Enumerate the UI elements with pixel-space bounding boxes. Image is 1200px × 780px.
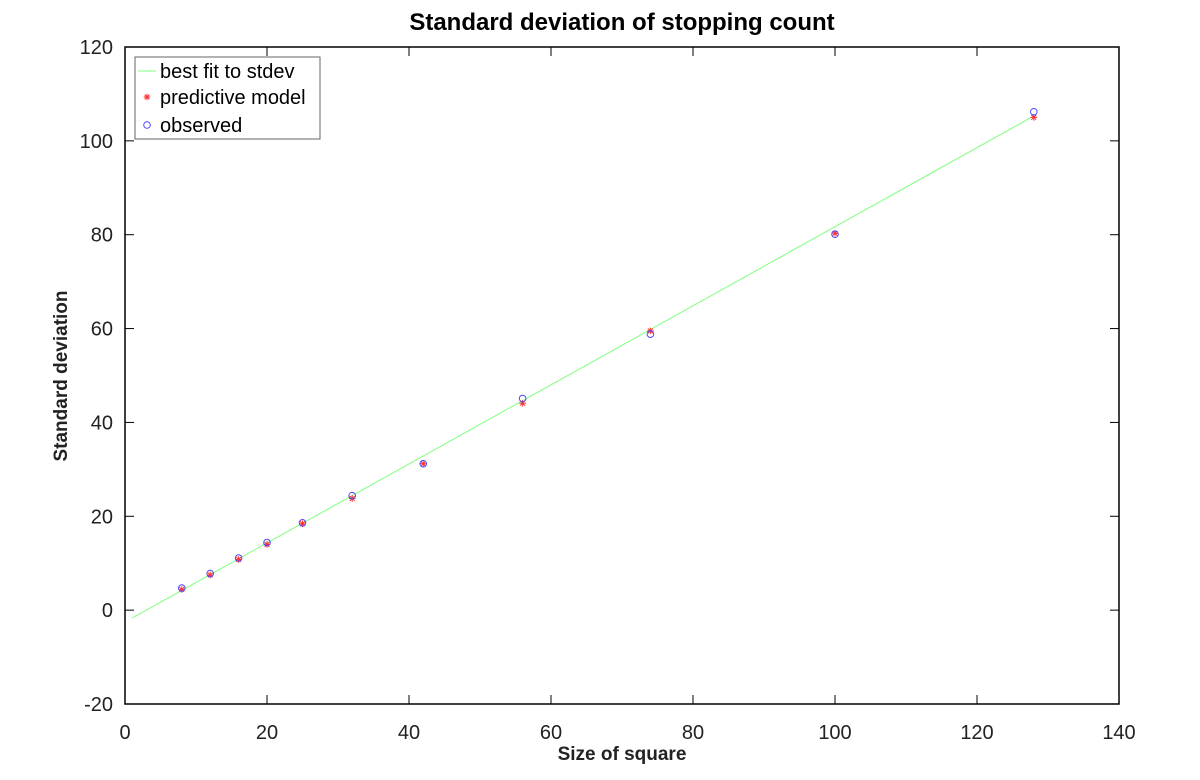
observed-point <box>178 584 186 592</box>
x-tick-label: 100 <box>818 722 851 744</box>
legend-star-mark <box>143 93 151 101</box>
observed-point <box>206 569 214 578</box>
y-tick-label: 120 <box>80 37 113 59</box>
predictive-model-point <box>419 460 427 468</box>
observed-point <box>831 230 839 239</box>
legend-circle-symbol <box>143 121 151 129</box>
y-tick-label: 100 <box>80 131 113 153</box>
plot-area <box>124 46 1120 705</box>
observed-point <box>298 519 307 527</box>
observed-point <box>419 459 428 468</box>
legend-label-predictive-model: predictive model <box>160 87 306 109</box>
x-tick-label: 0 <box>119 722 130 744</box>
best-fit-line <box>131 115 1035 619</box>
x-axis-label: Size of square <box>558 744 687 765</box>
legend-box <box>134 56 321 140</box>
x-tick-label: 80 <box>682 722 704 744</box>
x-tick-label: 20 <box>256 722 278 744</box>
legend-label-observed: observed <box>160 115 242 137</box>
observed-point <box>234 554 243 562</box>
y-tick-label: 40 <box>91 412 113 434</box>
y-tick-label: 0 <box>102 600 113 622</box>
x-tick-label: 60 <box>540 722 562 744</box>
y-axis-ticks: -20 0 20 40 60 80 100 120 <box>80 37 1119 716</box>
chart-title: Standard deviation of stopping count <box>409 9 834 36</box>
observed-point <box>263 538 271 547</box>
predictive-model-point <box>263 541 271 548</box>
x-tick-label: 120 <box>960 722 993 744</box>
y-axis-label: Standard deviation <box>51 290 72 461</box>
observed-point <box>348 491 357 500</box>
legend: best fit to stdev predictive model obser… <box>134 56 321 140</box>
y-tick-label: -20 <box>84 694 113 716</box>
x-axis-ticks: 0 20 40 60 80 100 120 140 <box>119 47 1136 744</box>
observed-point <box>1030 107 1038 116</box>
legend-label-best-fit: best fit to stdev <box>160 61 295 83</box>
y-tick-label: 80 <box>91 225 113 247</box>
data-series <box>131 107 1038 619</box>
y-tick-label: 60 <box>91 319 113 341</box>
y-tick-label: 20 <box>91 506 113 528</box>
x-tick-label: 140 <box>1102 722 1135 744</box>
observed-point <box>646 330 655 339</box>
x-tick-label: 40 <box>398 722 420 744</box>
legend-star-symbol <box>143 93 151 101</box>
observed-point <box>518 394 527 403</box>
